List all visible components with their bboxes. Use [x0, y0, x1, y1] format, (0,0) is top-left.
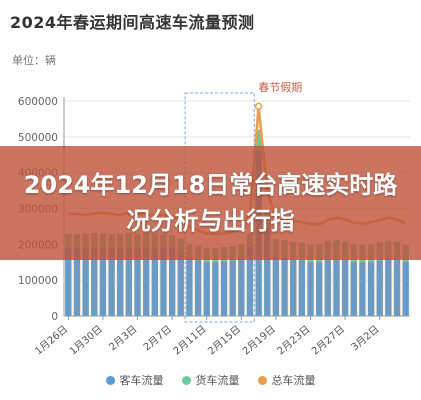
legend: 客车流量 货车流量 总车流量 — [0, 372, 421, 388]
legend-dot-truck — [181, 375, 191, 385]
legend-item-total[interactable]: 总车流量 — [257, 372, 316, 388]
bar-passenger — [229, 260, 236, 316]
bar-passenger — [143, 247, 150, 316]
y-tick-label: 100000 — [18, 275, 58, 287]
bar-passenger — [99, 247, 107, 316]
bar-passenger — [376, 260, 383, 316]
legend-dot-passenger — [105, 375, 115, 385]
bar-passenger — [186, 256, 193, 316]
bar-passenger — [393, 259, 401, 316]
x-tick-label: 1月30日 — [67, 323, 105, 357]
bar-passenger — [82, 248, 89, 316]
area-total — [68, 106, 406, 317]
y-tick-label: 600000 — [18, 96, 58, 108]
chart-title: 2024年春运期间高速车流量预测 — [10, 13, 255, 32]
legend-label-passenger: 客车流量 — [119, 374, 164, 387]
legend-label-total: 总车流量 — [271, 374, 316, 387]
bar-passenger — [177, 251, 184, 316]
holiday-label: 春节假期 — [258, 80, 302, 94]
bar-passenger — [333, 257, 340, 316]
bar-passenger — [108, 247, 115, 316]
bar-passenger — [220, 261, 228, 316]
bar-passenger — [134, 247, 141, 316]
x-tick-label: 2月19日 — [240, 323, 278, 357]
legend-item-truck[interactable]: 货车流量 — [181, 372, 240, 388]
bar-passenger — [117, 248, 124, 316]
headline-banner: 2024年12月18日常台高速实时路况分析与出行指 — [0, 146, 421, 260]
bar-passenger — [359, 262, 366, 316]
unit-label: 单位：辆 — [12, 54, 56, 67]
bar-passenger — [212, 262, 219, 316]
x-tick-label: 1月26日 — [33, 323, 71, 357]
bar-passenger — [160, 247, 167, 316]
bar-passenger — [125, 247, 132, 316]
x-tick-label: 2月23日 — [275, 323, 313, 357]
x-tick-label: 2月15日 — [206, 323, 244, 357]
x-tick-label: 2月7日 — [141, 323, 174, 353]
bar-passenger — [73, 247, 81, 316]
bar-passenger — [203, 262, 210, 316]
bar-passenger — [367, 262, 375, 316]
bar-passenger — [316, 262, 323, 316]
x-tick-label: 3月2日 — [349, 323, 382, 353]
bar-passenger — [350, 262, 357, 316]
bar-passenger — [272, 256, 280, 316]
bar-passenger — [324, 258, 331, 316]
bar-passenger — [281, 257, 288, 316]
bar-passenger — [298, 260, 305, 316]
bar-passenger — [91, 247, 98, 316]
legend-item-passenger[interactable]: 客车流量 — [105, 372, 164, 388]
point-total-peak — [254, 102, 263, 111]
headline-text: 2024年12月18日常台高速实时路况分析与出行指 — [23, 171, 398, 235]
bar-passenger — [238, 256, 245, 316]
x-tick-label: 2月27日 — [309, 323, 347, 357]
legend-dot-total — [257, 375, 267, 385]
legend-label-truck: 货车流量 — [195, 374, 240, 387]
y-tick-label: 500000 — [18, 132, 58, 144]
y-tick-label: 0 — [51, 311, 58, 323]
bar-passenger — [307, 262, 314, 316]
bar-passenger — [194, 259, 202, 316]
bar-passenger — [65, 247, 72, 316]
bar-passenger — [342, 259, 349, 316]
bar-passenger — [169, 248, 176, 316]
bar-passenger — [151, 248, 158, 316]
bar-passenger — [264, 226, 271, 316]
bar-passenger — [290, 259, 297, 316]
x-tick-label: 2月3日 — [107, 323, 140, 353]
bar-passenger — [402, 262, 409, 316]
x-tick-label: 2月11日 — [171, 323, 209, 357]
bar-passenger — [385, 258, 392, 316]
bar-passenger — [246, 246, 254, 316]
